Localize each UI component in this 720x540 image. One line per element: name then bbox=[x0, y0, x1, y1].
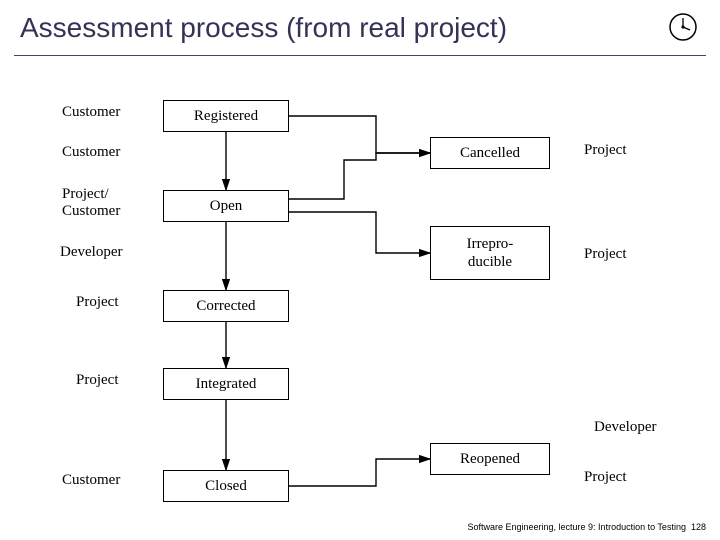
node-registered: Registered bbox=[163, 100, 289, 132]
edge-open-irrepro bbox=[289, 212, 430, 253]
side-label-10: Project bbox=[584, 469, 627, 486]
edges-layer bbox=[0, 0, 720, 540]
side-label-4: Project bbox=[76, 294, 119, 311]
footer-text: Software Engineering, lecture 9: Introdu… bbox=[467, 522, 685, 532]
side-label-9: Developer bbox=[594, 419, 656, 436]
title-underline bbox=[14, 55, 706, 56]
node-open: Open bbox=[163, 190, 289, 222]
node-corrected: Corrected bbox=[163, 290, 289, 322]
node-reopened: Reopened bbox=[430, 443, 550, 475]
page-title: Assessment process (from real project) bbox=[20, 12, 507, 44]
side-label-1: Customer bbox=[62, 144, 120, 161]
clock-icon bbox=[668, 12, 698, 42]
side-label-6: Customer bbox=[62, 472, 120, 489]
edge-open-cancelled bbox=[289, 153, 430, 199]
node-integrated: Integrated bbox=[163, 368, 289, 400]
edge-closed-reopened bbox=[289, 459, 430, 486]
node-closed: Closed bbox=[163, 470, 289, 502]
side-label-0: Customer bbox=[62, 104, 120, 121]
footer: Software Engineering, lecture 9: Introdu… bbox=[467, 522, 706, 532]
side-label-8: Project bbox=[584, 246, 627, 263]
side-label-5: Project bbox=[76, 372, 119, 389]
side-label-3: Developer bbox=[60, 244, 122, 261]
node-irrepro: Irrepro- ducible bbox=[430, 226, 550, 280]
side-label-7: Project bbox=[584, 142, 627, 159]
footer-page: 128 bbox=[691, 522, 706, 532]
side-label-2: Project/ Customer bbox=[62, 186, 120, 220]
edge-registered-cancelled bbox=[289, 116, 430, 153]
node-cancelled: Cancelled bbox=[430, 137, 550, 169]
